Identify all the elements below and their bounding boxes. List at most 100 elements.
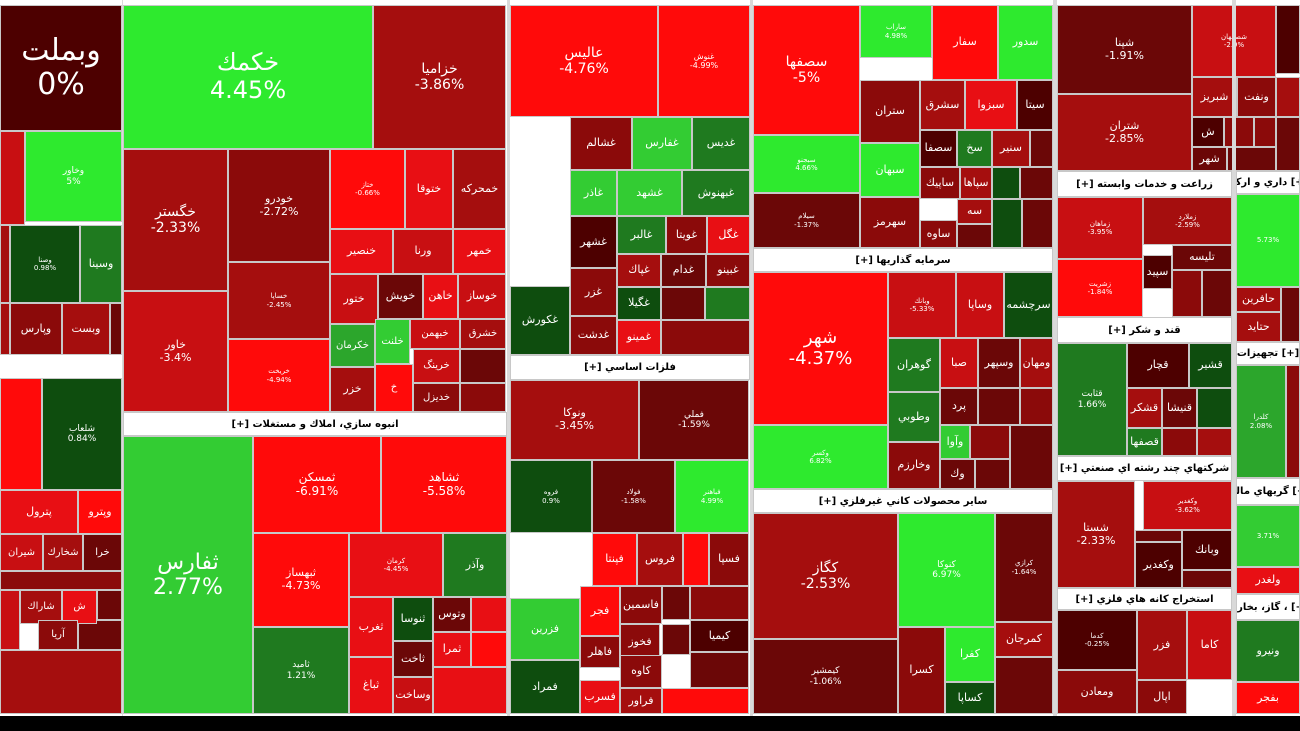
- treemap-tile[interactable]: غدشت: [570, 316, 617, 355]
- treemap-tile[interactable]: ونيرو: [1236, 620, 1300, 682]
- treemap-tile[interactable]: ثباغ: [349, 657, 393, 714]
- treemap-tile[interactable]: فپنتا: [592, 533, 637, 586]
- treemap-tile[interactable]: ساپيك: [920, 167, 960, 199]
- treemap-tile[interactable]: كدما -0.25%: [1057, 610, 1137, 670]
- treemap-tile[interactable]: غويتا: [666, 216, 707, 254]
- treemap-tile-small[interactable]: [460, 383, 506, 412]
- treemap-tile[interactable]: وپترو: [78, 490, 122, 534]
- treemap-tile[interactable]: غدام: [661, 254, 706, 287]
- treemap-tile-small[interactable]: [0, 131, 25, 225]
- treemap-tile[interactable]: غاذر: [570, 170, 617, 216]
- treemap-tile[interactable]: فروه 0.9%: [510, 460, 592, 533]
- treemap-tile[interactable]: سبهان: [860, 143, 920, 197]
- treemap-tile[interactable]: شتران -2.85%: [1057, 94, 1192, 171]
- treemap-tile[interactable]: وك: [940, 459, 975, 489]
- treemap-tile[interactable]: سشرق: [920, 80, 965, 130]
- treemap-tile-small[interactable]: [1254, 117, 1276, 147]
- sector-header[interactable]: قند و شكر [+]: [1057, 317, 1232, 343]
- treemap-tile[interactable]: حافرين: [1236, 287, 1281, 312]
- treemap-tile-small[interactable]: [683, 533, 709, 586]
- treemap-tile[interactable]: وآذر: [443, 533, 507, 597]
- treemap-tile-small[interactable]: [1162, 428, 1197, 456]
- treemap-tile[interactable]: سنير: [992, 130, 1030, 167]
- treemap-tile[interactable]: فروس: [637, 533, 683, 586]
- treemap-tile[interactable]: سفار: [932, 5, 998, 80]
- treemap-tile-small[interactable]: [0, 225, 10, 303]
- treemap-tile[interactable]: ثامید 1.21%: [253, 627, 349, 714]
- sector-header[interactable]: ساير محصولات كاني غيرفلزي [+]: [753, 489, 1053, 513]
- treemap-tile[interactable]: سهرمز: [860, 197, 920, 248]
- treemap-tile[interactable]: ثمرا: [433, 632, 471, 667]
- treemap-tile[interactable]: حتايد: [1236, 312, 1281, 342]
- sector-header[interactable]: [+] گريهاي مالي: [1236, 478, 1300, 505]
- treemap-tile[interactable]: خريخت -4.94%: [228, 339, 330, 412]
- treemap-tile[interactable]: كسرا: [898, 627, 945, 714]
- treemap-tile[interactable]: ولغدر: [1236, 567, 1300, 594]
- treemap-tile-small[interactable]: [1276, 5, 1300, 74]
- treemap-tile-small[interactable]: [690, 652, 749, 688]
- treemap-tile[interactable]: خزاميا -3.86%: [373, 5, 506, 149]
- treemap-tile[interactable]: كلدرا 2.08%: [1236, 365, 1286, 478]
- treemap-tile[interactable]: سيتا: [1017, 80, 1053, 130]
- treemap-tile-small[interactable]: [1020, 388, 1053, 425]
- treemap-tile[interactable]: فاسمين: [620, 586, 662, 624]
- treemap-tile-small[interactable]: [662, 624, 690, 655]
- treemap-tile[interactable]: كفرا: [945, 627, 995, 682]
- treemap-tile[interactable]: ثشاهد -5.58%: [381, 436, 507, 533]
- treemap-tile[interactable]: ختور: [330, 274, 378, 324]
- treemap-tile[interactable]: شپنا -1.91%: [1057, 5, 1192, 94]
- treemap-tile[interactable]: ونوكا -3.45%: [510, 380, 639, 460]
- treemap-tile-small[interactable]: [1197, 388, 1232, 428]
- sector-header[interactable]: فلزات اساسي [+]: [510, 355, 750, 380]
- treemap-tile[interactable]: صبا: [940, 338, 978, 388]
- treemap-tile-small[interactable]: [970, 425, 1010, 459]
- treemap-tile[interactable]: وكغدير -3.62%: [1143, 481, 1232, 530]
- treemap-tile[interactable]: كرازي -1.64%: [995, 513, 1053, 622]
- treemap-tile[interactable]: خوساز: [458, 274, 506, 319]
- treemap-tile[interactable]: غديس: [692, 117, 750, 170]
- treemap-tile-small[interactable]: [0, 590, 20, 650]
- treemap-tile[interactable]: تليسه: [1172, 245, 1232, 270]
- treemap-tile[interactable]: وآوا: [940, 425, 970, 459]
- treemap-tile[interactable]: فباهنر 4.99%: [675, 460, 749, 533]
- treemap-tile[interactable]: ش: [1192, 117, 1224, 147]
- treemap-tile-small[interactable]: [1010, 425, 1053, 489]
- treemap-tile-small[interactable]: [661, 287, 705, 320]
- treemap-tile[interactable]: وسپهر: [978, 338, 1020, 388]
- treemap-tile[interactable]: كيمشير -1.06%: [753, 639, 898, 714]
- sector-header[interactable]: [+] تجهيزات: [1236, 342, 1300, 365]
- treemap-tile[interactable]: غشالم: [570, 117, 632, 170]
- treemap-tile[interactable]: غفارس: [632, 117, 692, 170]
- treemap-tile[interactable]: خبهمن: [410, 319, 460, 349]
- treemap-tile[interactable]: ثفارس 2.77%: [123, 436, 253, 714]
- treemap-tile[interactable]: وسينا: [80, 225, 122, 303]
- treemap-tile-small[interactable]: [1030, 130, 1053, 167]
- treemap-tile[interactable]: قشكر: [1127, 388, 1162, 428]
- treemap-tile[interactable]: فسپا: [709, 533, 749, 586]
- treemap-tile[interactable]: كنوكا 6.97%: [898, 513, 995, 627]
- treemap-tile[interactable]: سصفا: [920, 130, 957, 167]
- treemap-tile[interactable]: غشهد: [617, 170, 682, 216]
- treemap-tile[interactable]: فزرين: [510, 598, 580, 660]
- treemap-tile[interactable]: سرچشمه: [1004, 272, 1053, 338]
- treemap-tile[interactable]: فمراد: [510, 660, 580, 714]
- treemap-tile[interactable]: گوهران: [888, 338, 940, 392]
- treemap-tile-small[interactable]: [705, 287, 750, 320]
- treemap-tile[interactable]: وطوبي: [888, 392, 940, 442]
- treemap-tile-small[interactable]: [433, 667, 507, 714]
- treemap-tile[interactable]: فولاد -1.58%: [592, 460, 675, 533]
- treemap-tile[interactable]: ورنا: [393, 229, 453, 274]
- treemap-tile-small[interactable]: [0, 303, 10, 355]
- treemap-tile[interactable]: شهر -4.37%: [753, 272, 888, 425]
- treemap-tile[interactable]: ومعادن: [1057, 670, 1137, 714]
- treemap-tile[interactable]: غنوش -4.99%: [658, 5, 750, 117]
- treemap-tile[interactable]: شاراك: [20, 590, 62, 624]
- treemap-tile[interactable]: غگيلا: [617, 287, 661, 320]
- treemap-tile-small[interactable]: [662, 688, 749, 714]
- treemap-tile[interactable]: سبجنو 4.66%: [753, 135, 860, 193]
- treemap-tile[interactable]: وساخت: [393, 677, 433, 714]
- treemap-tile[interactable]: سپاها: [960, 167, 992, 199]
- treemap-tile[interactable]: خشرق: [460, 319, 506, 349]
- treemap-tile[interactable]: شستا -2.33%: [1057, 481, 1135, 588]
- treemap-tile-small[interactable]: [1276, 77, 1300, 117]
